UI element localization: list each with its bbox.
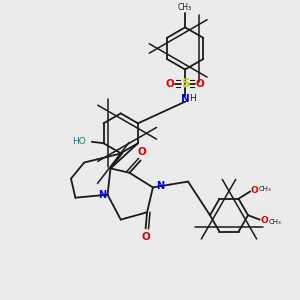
Text: CH₃: CH₃ [268,219,281,225]
Text: CH₃: CH₃ [178,3,192,12]
Text: O: O [196,79,205,88]
Text: N: N [98,190,106,200]
Text: O: O [251,186,259,195]
Text: N: N [156,181,165,191]
Text: O: O [137,147,146,157]
Text: CH₃: CH₃ [259,185,272,191]
Text: O: O [260,216,268,225]
Text: N: N [181,94,190,104]
Text: S: S [181,77,189,90]
Text: HO: HO [72,137,86,146]
Text: O: O [166,79,174,88]
Text: H: H [189,94,196,103]
Text: O: O [141,232,150,242]
